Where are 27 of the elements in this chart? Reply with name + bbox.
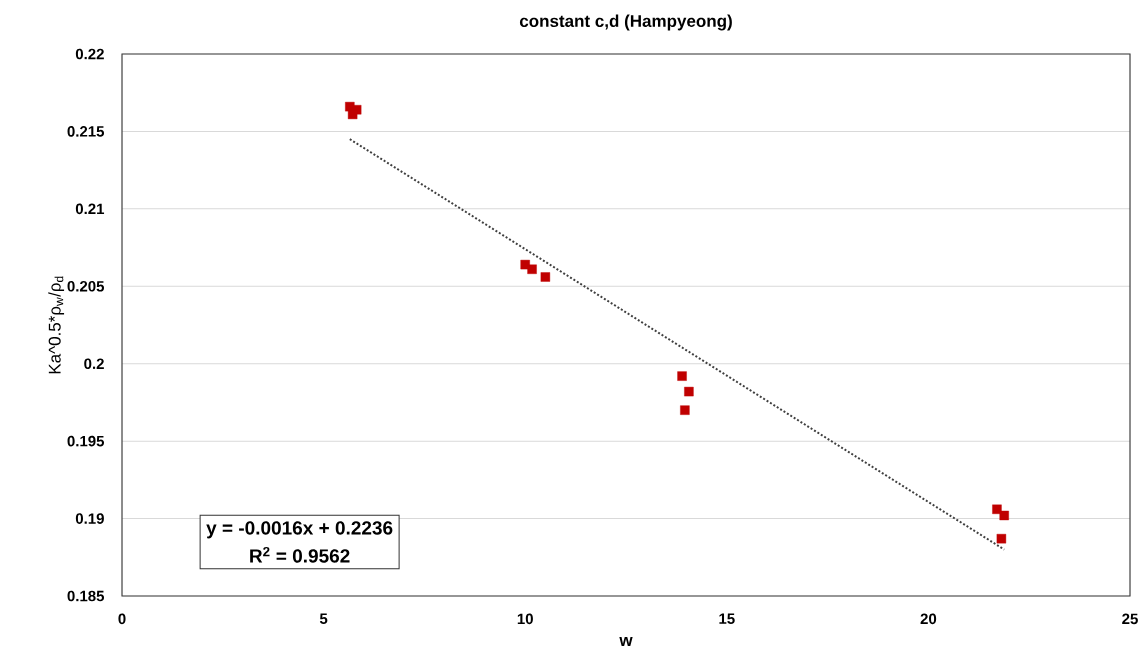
x-tick-label: 0 bbox=[118, 613, 126, 625]
point bbox=[999, 510, 1009, 521]
point bbox=[677, 371, 687, 381]
annotation: y = -0.0016x + 0.2236 bbox=[206, 521, 393, 539]
x-tick-label: 20 bbox=[920, 613, 937, 625]
point bbox=[992, 504, 1002, 514]
point bbox=[680, 405, 690, 415]
point bbox=[540, 272, 551, 282]
y-tick-label: 0.21 bbox=[75, 203, 105, 215]
y-tick-label: 0.2 bbox=[84, 358, 104, 370]
point bbox=[684, 386, 694, 397]
x-tick-label: 5 bbox=[319, 613, 328, 624]
y-tick-label: 0.205 bbox=[67, 280, 105, 292]
point bbox=[996, 534, 1007, 544]
x-axis-title: w bbox=[619, 637, 633, 646]
chart-title: constant c,d (Hampyeong) bbox=[519, 14, 732, 31]
x-tick-label: 15 bbox=[719, 613, 735, 624]
annotation: R$^{2}$ = 0.9562 bbox=[250, 546, 350, 563]
point bbox=[527, 264, 537, 274]
y-tick-label: 0.19 bbox=[75, 513, 104, 524]
y-tick-label: 0.195 bbox=[67, 435, 105, 447]
y-tick-label: 0.215 bbox=[67, 126, 105, 137]
y-tick-label: 0.22 bbox=[75, 48, 104, 60]
y-tick-label: 0.185 bbox=[67, 590, 105, 602]
y-axis-title: Ka^0.5*ρ$_{w}$/ρ$_{d}$ bbox=[48, 276, 65, 374]
x-tick-label: 10 bbox=[517, 613, 533, 625]
x-tick-label: 25 bbox=[1122, 613, 1138, 625]
